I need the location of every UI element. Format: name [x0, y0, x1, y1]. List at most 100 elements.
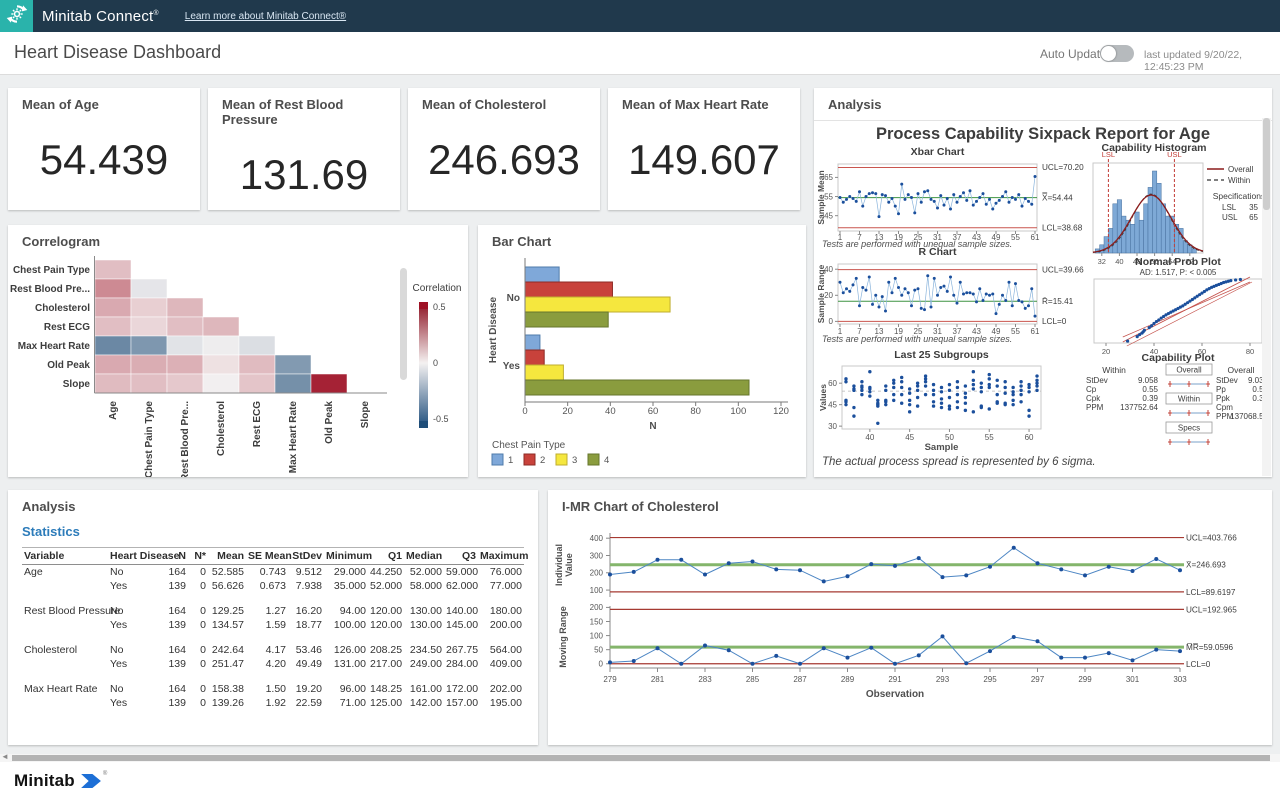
sixpack-analysis-panel: Analysis Process Capability Sixpack Repo…: [814, 88, 1272, 477]
sixpack-capability-plot: Capability PlotWithinStDev9.058Cp0.55Cpk…: [1086, 352, 1269, 445]
svg-text:Within: Within: [1228, 176, 1250, 185]
svg-text:Cholesterol: Cholesterol: [35, 303, 90, 314]
learn-more-link[interactable]: Learn more about Minitab Connect®: [185, 11, 346, 22]
svg-text:295: 295: [983, 675, 997, 684]
column-header: Minimum: [324, 548, 368, 565]
svg-text:300: 300: [590, 551, 604, 560]
svg-text:-0.5: -0.5: [433, 414, 449, 424]
svg-text:299: 299: [1078, 675, 1092, 684]
table-row: Rest Blood PressureNo1640129.251.2716.20…: [22, 604, 524, 618]
svg-text:Sample Mean: Sample Mean: [816, 170, 826, 224]
svg-text:UCL=70.20: UCL=70.20: [1042, 163, 1084, 172]
table-row: CholesterolNo1640242.644.1753.46126.0020…: [22, 643, 524, 657]
kpi-label: Mean of Age: [8, 88, 200, 112]
svg-text:Rest Blood Pre...: Rest Blood Pre...: [180, 401, 191, 477]
svg-text:Capability Plot: Capability Plot: [1142, 352, 1215, 364]
sixpack-scrollbar-thumb[interactable]: [1263, 118, 1270, 210]
svg-text:55: 55: [1011, 327, 1020, 336]
svg-text:61: 61: [1031, 327, 1040, 336]
svg-text:Overall: Overall: [1176, 366, 1202, 375]
svg-text:120: 120: [773, 406, 789, 417]
svg-text:N: N: [649, 421, 656, 432]
svg-text:285: 285: [746, 675, 760, 684]
page-footer: Minitab ®: [0, 762, 1280, 802]
bar-chart: 020406080100120NNoYesHeart DiseaseChest …: [478, 251, 806, 477]
svg-text:USL: USL: [1167, 150, 1182, 159]
svg-text:Xbar Chart: Xbar Chart: [911, 146, 965, 158]
statistics-section-title: Statistics: [22, 524, 538, 539]
svg-text:Slope: Slope: [360, 401, 371, 429]
svg-text:0.55: 0.55: [1142, 385, 1158, 394]
svg-text:AD: 1.517, P: < 0.005: AD: 1.517, P: < 0.005: [1140, 268, 1217, 277]
table-row: Max Heart RateNo1640158.381.5019.2096.00…: [22, 682, 524, 696]
top-navbar: Minitab Connect® Learn more about Minita…: [0, 0, 1280, 32]
svg-text:0: 0: [829, 317, 834, 326]
svg-text:2: 2: [540, 455, 545, 466]
dashboard-header: Heart Disease Dashboard Auto Update last…: [0, 32, 1280, 75]
svg-text:Overall: Overall: [1228, 165, 1254, 174]
minitab-footer-logo: Minitab ®: [14, 771, 107, 794]
svg-text:50: 50: [594, 645, 603, 654]
kpi-card-max-heart-rate: Mean of Max Heart Rate 149.607: [608, 88, 800, 210]
svg-text:R Chart: R Chart: [919, 246, 957, 258]
svg-text:Rest Blood Pre...: Rest Blood Pre...: [10, 284, 90, 295]
svg-text:293: 293: [936, 675, 950, 684]
svg-text:35: 35: [1249, 203, 1258, 212]
statistics-table-container: VariableHeart DiseaseNN*MeanSE MeanStDev…: [8, 547, 538, 710]
imr-x-axis: 279281283285287289291293295297299301303O…: [603, 668, 1187, 700]
svg-text:100: 100: [590, 586, 604, 595]
svg-text:Normal Prob Plot: Normal Prob Plot: [1135, 256, 1221, 268]
svg-text:Chest Pain Type: Chest Pain Type: [144, 401, 155, 477]
brand-name: Minitab Connect®: [42, 8, 159, 25]
imr-chart: 100200300400UCL=403.766X̄=246.693LCL=89.…: [548, 518, 1272, 745]
svg-text:No: No: [507, 293, 520, 304]
correlogram-scrollbar-thumb[interactable]: [400, 268, 407, 380]
svg-text:45: 45: [828, 400, 837, 409]
panel-title: Analysis: [814, 88, 1272, 112]
kpi-label: Mean of Cholesterol: [408, 88, 600, 112]
imr-subchart: 050100150200UCL=192.965M̅R̅=59.0596LCL=0…: [558, 603, 1237, 669]
scroll-left-arrow-icon[interactable]: ◄: [1, 752, 9, 761]
minitab-connect-logo[interactable]: [0, 0, 33, 32]
svg-text:281: 281: [651, 675, 665, 684]
auto-update-toggle[interactable]: [1100, 45, 1134, 62]
svg-text:Within: Within: [1178, 395, 1200, 404]
table-row: AgeNo164052.5850.7439.51229.00044.25052.…: [22, 565, 524, 580]
svg-text:Cpk: Cpk: [1086, 394, 1101, 403]
svg-text:Max Heart Rate: Max Heart Rate: [18, 341, 91, 352]
svg-text:Overall: Overall: [1228, 365, 1255, 375]
svg-text:301: 301: [1126, 675, 1140, 684]
sixpack-normal-prob-plot: Normal Prob PlotAD: 1.517, P: < 0.005204…: [1094, 256, 1262, 356]
sixpack-chart: Process Capability Sixpack Report for Ag…: [814, 119, 1272, 477]
svg-text:61: 61: [1031, 233, 1040, 242]
kpi-value: 54.439: [8, 136, 200, 184]
svg-text:100: 100: [730, 406, 746, 417]
svg-text:55: 55: [1011, 233, 1020, 242]
svg-text:X̄=246.693: X̄=246.693: [1186, 560, 1226, 569]
table-row: Yes1390251.474.2049.49131.00217.00249.00…: [22, 657, 524, 671]
svg-text:Pp: Pp: [1216, 385, 1226, 394]
svg-text:Slope: Slope: [63, 379, 91, 390]
svg-text:0: 0: [522, 406, 527, 417]
svg-text:1: 1: [508, 455, 513, 466]
svg-text:Max Heart Rate: Max Heart Rate: [288, 401, 299, 474]
svg-text:30: 30: [828, 422, 837, 431]
svg-text:LCL=89.6197: LCL=89.6197: [1186, 588, 1236, 597]
panel-title: Correlogram: [8, 225, 468, 249]
panel-title: Analysis: [8, 490, 538, 514]
svg-text:Yes: Yes: [503, 361, 521, 372]
svg-text:The actual process spread is r: The actual process spread is represented…: [822, 456, 1096, 468]
svg-text:45: 45: [905, 433, 914, 442]
correlogram-heatmap: Chest Pain Type Rest Blood Pre... Choleste…: [10, 256, 387, 477]
kpi-value: 131.69: [208, 151, 400, 199]
correlogram-colorbar: Correlation0.50-0.5: [413, 283, 462, 428]
svg-text:287: 287: [793, 675, 807, 684]
correlogram-chart: Chest Pain Type Rest Blood Pre... Choleste…: [8, 251, 468, 477]
horizontal-scrollbar: ◄: [0, 754, 1280, 762]
svg-text:279: 279: [603, 675, 617, 684]
sync-gear-icon: [6, 3, 28, 30]
horizontal-scrollbar-thumb[interactable]: [12, 755, 1270, 761]
svg-text:StDev: StDev: [1086, 376, 1108, 385]
sixpack-scrollbar: [1262, 118, 1271, 476]
statistics-table: VariableHeart DiseaseNN*MeanSE MeanStDev…: [22, 547, 524, 710]
